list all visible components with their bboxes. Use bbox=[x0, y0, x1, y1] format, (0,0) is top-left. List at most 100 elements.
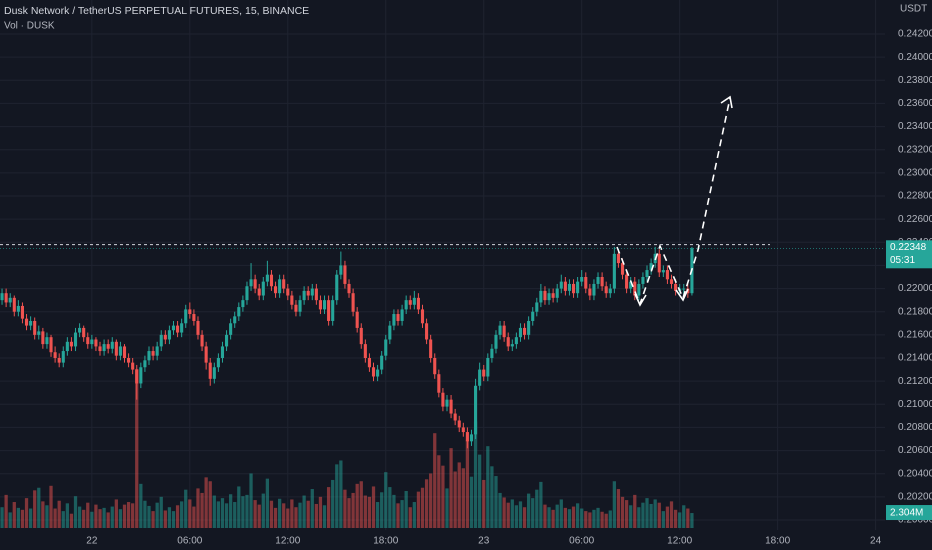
volume-bar bbox=[669, 501, 674, 528]
y-tick-label: 0.22000 bbox=[898, 283, 932, 294]
volume-bar bbox=[131, 503, 135, 528]
candle-body bbox=[298, 300, 302, 312]
volume-bar bbox=[229, 494, 233, 528]
candle-body bbox=[45, 337, 49, 345]
candle-body bbox=[310, 288, 314, 296]
volume-bar bbox=[265, 478, 270, 528]
candle-body bbox=[620, 263, 625, 275]
candle-body bbox=[122, 346, 127, 358]
candle-body bbox=[584, 277, 588, 289]
candle-body bbox=[8, 297, 12, 303]
volume-bar bbox=[37, 487, 41, 528]
volume-bar bbox=[388, 487, 392, 528]
candle-body bbox=[290, 295, 294, 305]
volume-bar bbox=[335, 464, 339, 528]
volume-bar bbox=[204, 477, 208, 528]
candle-body bbox=[433, 358, 437, 375]
volume-bar bbox=[482, 479, 486, 528]
candle-body bbox=[196, 320, 200, 335]
candle-body bbox=[539, 290, 543, 303]
volume-bar bbox=[294, 507, 298, 528]
volume-bar bbox=[396, 503, 400, 528]
candle-body bbox=[469, 434, 474, 442]
volume-bar bbox=[322, 505, 327, 528]
volume-bar bbox=[420, 487, 425, 528]
candle-body bbox=[61, 351, 65, 363]
candle-body bbox=[37, 331, 41, 335]
volume-bar bbox=[571, 506, 576, 528]
candle-body bbox=[600, 277, 604, 287]
candle-body bbox=[143, 360, 147, 368]
volume-bar bbox=[486, 446, 490, 528]
volume-bar bbox=[302, 495, 306, 528]
volume-bar bbox=[73, 496, 78, 528]
candle-body bbox=[388, 325, 392, 340]
candle-body bbox=[633, 281, 637, 296]
volume-bar bbox=[629, 505, 633, 528]
candle-body bbox=[171, 325, 176, 331]
volume-bar bbox=[498, 492, 502, 528]
candle-body bbox=[53, 352, 57, 358]
volume-bar bbox=[175, 505, 180, 528]
volume-bar bbox=[200, 492, 204, 528]
volume-bar bbox=[212, 495, 216, 528]
candle-body bbox=[482, 369, 486, 377]
volume-title: Vol · DUSK bbox=[4, 21, 55, 32]
candle-body bbox=[371, 367, 376, 377]
volume-bar bbox=[563, 507, 568, 528]
candle-body bbox=[612, 253, 616, 289]
x-tick-label: 06:00 bbox=[569, 536, 594, 547]
volume-bar bbox=[535, 489, 539, 528]
candle-body bbox=[396, 314, 400, 321]
candle-body bbox=[384, 339, 388, 356]
y-tick-label: 0.24200 bbox=[898, 29, 932, 40]
countdown-label: 05:31 bbox=[890, 255, 915, 266]
volume-bar bbox=[555, 504, 559, 528]
volume-bar bbox=[253, 500, 257, 528]
x-tick-label: 06:00 bbox=[177, 536, 202, 547]
candle-body bbox=[208, 362, 212, 379]
candle-body bbox=[20, 305, 25, 319]
volume-bar bbox=[526, 493, 531, 528]
candle-body bbox=[416, 297, 420, 310]
volume-bar bbox=[4, 494, 8, 528]
volume-bar bbox=[575, 503, 580, 528]
volume-bar bbox=[559, 499, 563, 528]
price-axis-panel bbox=[885, 0, 932, 550]
volume-bar bbox=[375, 502, 380, 528]
candle-body bbox=[257, 288, 261, 296]
volume-bar bbox=[637, 507, 641, 528]
volume-bar bbox=[547, 507, 551, 528]
candle-body bbox=[73, 332, 78, 347]
candle-body bbox=[474, 385, 478, 435]
volume-bar bbox=[184, 489, 188, 528]
candle-body bbox=[139, 367, 143, 384]
volume-bar bbox=[233, 502, 237, 528]
x-tick-label: 12:00 bbox=[275, 536, 300, 547]
y-tick-label: 0.22600 bbox=[898, 214, 932, 225]
candle-body bbox=[616, 253, 620, 264]
volume-bar bbox=[633, 494, 637, 528]
x-tick-label: 23 bbox=[478, 536, 490, 547]
volume-bar bbox=[351, 492, 355, 528]
volume-bar bbox=[0, 507, 4, 528]
volume-bar bbox=[143, 500, 147, 528]
candle-body bbox=[29, 320, 33, 326]
volume-bar bbox=[355, 483, 359, 528]
candle-body bbox=[131, 362, 135, 370]
volume-bar bbox=[367, 496, 372, 528]
volume-bar bbox=[461, 468, 465, 528]
candle-body bbox=[661, 270, 665, 273]
volume-bar bbox=[502, 497, 506, 528]
volume-bar bbox=[41, 501, 45, 528]
candle-body bbox=[510, 344, 514, 347]
candle-body bbox=[163, 334, 167, 340]
volume-bar bbox=[506, 502, 510, 528]
candle-body bbox=[514, 337, 518, 345]
volume-bar bbox=[8, 512, 12, 528]
volume-bar bbox=[331, 479, 335, 528]
volume-bar bbox=[326, 487, 331, 528]
volume-bar bbox=[645, 498, 649, 528]
candle-body bbox=[327, 300, 331, 321]
